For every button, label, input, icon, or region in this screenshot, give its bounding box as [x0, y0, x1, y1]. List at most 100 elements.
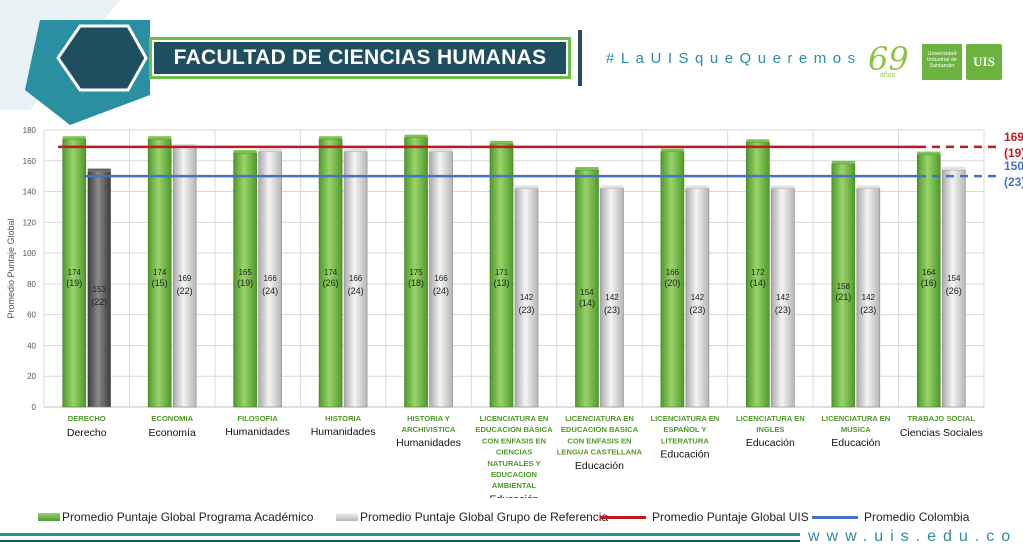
data-label-program-value: 166	[666, 268, 680, 277]
bar-reference	[258, 151, 282, 408]
bar-program	[489, 143, 514, 408]
data-label-program-value: 164	[922, 268, 936, 277]
reference-line-value: 169	[1004, 130, 1023, 144]
bar-program-cap	[746, 139, 770, 143]
data-label-reference-count: (23)	[775, 305, 791, 315]
reference-line-count: (19)	[1004, 146, 1023, 160]
anniversary-number: 69	[868, 40, 909, 78]
x-tick-label-program: LITERATURA	[661, 436, 709, 445]
bar-reference-cap	[942, 167, 966, 171]
bar-reference	[600, 188, 624, 408]
uis-crest-logo: UIS	[966, 44, 1002, 80]
x-tick-label-program: MUSICA	[841, 425, 871, 434]
x-tick-label-group: Educación	[660, 449, 709, 461]
x-tick-label-program: ECONOMIA	[151, 414, 193, 423]
reference-line-value: 150	[1004, 159, 1023, 173]
bar-reference-cap	[429, 148, 453, 152]
data-label-reference-count: (23)	[860, 305, 876, 315]
legend-label-reference: Promedio Puntaje Global Grupo de Referen…	[360, 510, 609, 524]
bar-program-cap	[148, 136, 172, 140]
data-label-reference-value: 142	[862, 293, 876, 302]
university-logo: Universidad Industrial de Santander	[922, 44, 962, 80]
dark-hexagon-shape	[56, 24, 148, 92]
bar-program	[62, 138, 87, 408]
university-line1: Universidad	[927, 51, 957, 57]
y-tick-label: 60	[27, 311, 36, 320]
bar-program-cap	[233, 150, 257, 154]
data-label-reference-value: 169	[178, 274, 192, 283]
legend-label-uis: Promedio Puntaje Global UIS	[652, 510, 809, 524]
data-label-reference-value: 142	[605, 293, 619, 302]
x-tick-label-program: FILOSOFIA	[237, 414, 278, 423]
bar-program-cap	[404, 134, 428, 138]
legend-item-program: Promedio Puntaje Global Programa Académi…	[38, 509, 313, 525]
legend-swatch-program	[38, 513, 60, 521]
footer-line-navy	[0, 540, 800, 542]
x-tick-label-program: AMBIENTAL	[492, 481, 537, 490]
chart-area: 0 20 40 60 80 100 120 140 160 180 Promedio Puntaje…	[0, 118, 1023, 505]
data-label-program-count: (26)	[323, 278, 339, 288]
data-label-program-value: 174	[153, 268, 167, 277]
x-tick-label-group: Educación	[489, 493, 538, 498]
data-label-program-value: 158	[837, 282, 851, 291]
bar-program-cap	[575, 167, 599, 171]
data-label-reference-value: 153	[93, 285, 107, 294]
bar-program-cap	[319, 136, 343, 140]
x-tick-label-program: LICENCIATURA EN	[651, 414, 720, 423]
x-tick-label-group: Economía	[149, 427, 196, 439]
data-label-reference-count: (24)	[348, 286, 364, 296]
data-label-program-value: 171	[495, 268, 509, 277]
data-label-program-count: (16)	[921, 278, 937, 288]
bar-chart: 0 20 40 60 80 100 120 140 160 180 Promedio Puntaje…	[6, 126, 1023, 505]
bar-reference	[685, 188, 710, 408]
bar-reference-cap	[344, 148, 368, 152]
header-decoration	[0, 0, 150, 125]
data-label-reference-value: 154	[947, 274, 961, 283]
title-box: FACULTAD DE CIENCIAS HUMANAS	[149, 37, 571, 79]
y-axis-title: Promedio Puntaje Global	[6, 218, 16, 318]
bar-program	[147, 138, 172, 408]
x-tick-label-program: INGLES	[756, 425, 784, 434]
title-divider	[578, 30, 582, 86]
bar-program-cap	[660, 148, 684, 152]
data-label-reference-count: (23)	[518, 305, 534, 315]
x-tick-label-program: LICENCIATURA EN	[480, 414, 549, 423]
bar-program	[831, 163, 856, 408]
x-tick-label-program: NATURALES Y	[487, 459, 540, 468]
data-label-program-count: (21)	[835, 292, 851, 302]
data-label-reference-value: 166	[434, 274, 448, 283]
y-tick-label: 100	[23, 249, 37, 258]
data-label-reference-count: (24)	[433, 286, 449, 296]
data-label-program-value: 175	[409, 268, 423, 277]
data-label-reference-count: (23)	[689, 305, 705, 315]
x-tick-label-program: LICENCIATURA EN	[821, 414, 890, 423]
legend-swatch-colombia	[812, 515, 858, 519]
chart-legend: Promedio Puntaje Global Programa Académi…	[0, 505, 1023, 529]
bar-reference	[429, 151, 453, 408]
x-tick-label-group: Educación	[831, 437, 880, 449]
bar-reference-cap	[771, 185, 795, 189]
legend-swatch-reference	[336, 513, 358, 521]
legend-item-uis: Promedio Puntaje Global UIS	[600, 509, 809, 525]
x-tick-label-group: Educación	[746, 437, 795, 449]
data-label-reference-value: 142	[776, 293, 790, 302]
anniversary-logo: 69 años	[866, 40, 914, 82]
x-tick-label-program: LENGUA CASTELLANA	[557, 448, 643, 457]
x-tick-label-program: TRABAJO SOCIAL	[908, 414, 976, 423]
data-label-program-count: (14)	[579, 298, 595, 308]
x-tick-label-program: LICENCIATURA EN	[736, 414, 805, 423]
reference-line-count: (23)	[1004, 175, 1023, 189]
data-label-program-count: (15)	[152, 278, 168, 288]
y-tick-label: 80	[27, 280, 36, 289]
legend-label-program: Promedio Puntaje Global Programa Académi…	[62, 510, 314, 524]
y-tick-label: 180	[23, 126, 37, 135]
bar-reference	[87, 171, 112, 408]
data-label-reference-count: (23)	[604, 305, 620, 315]
data-label-program-count: (18)	[408, 278, 424, 288]
data-label-program-count: (19)	[66, 278, 82, 288]
bar-reference-cap	[258, 148, 282, 152]
data-label-reference-value: 166	[263, 274, 277, 283]
x-tick-label-group: Humanidades	[311, 426, 376, 438]
data-label-program-value: 154	[580, 288, 594, 297]
data-label-program-count: (20)	[664, 278, 680, 288]
